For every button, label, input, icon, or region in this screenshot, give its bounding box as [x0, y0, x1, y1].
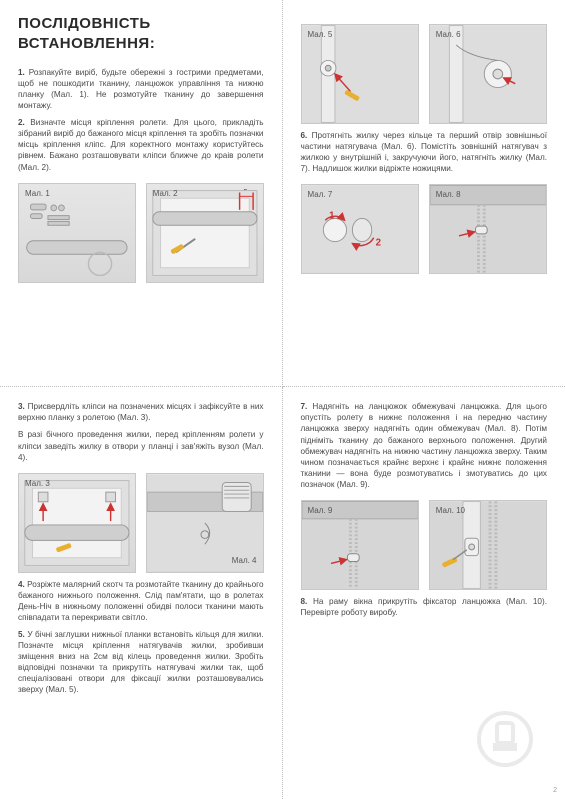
step-3a-text: Присвердліть кліпси на позначених місцях… — [18, 402, 264, 422]
figure-6: Мал. 6 — [429, 24, 547, 124]
figure-3: Мал. 3 — [18, 473, 136, 573]
step-7: 7. Надягніть на ланцюжок обмежувачі ланц… — [301, 401, 548, 490]
step-2-text: Визначте місця кріплення ролети. Для цьо… — [18, 118, 264, 171]
fig-row-1-2: Мал. 1 Мал. 2 ~5см — [18, 183, 264, 283]
step-6: 6. Протягніть жилку через кільце та перш… — [301, 130, 548, 174]
quadrant-bottom-right: 7. Надягніть на ланцюжок обмежувачі ланц… — [283, 387, 565, 799]
step-7-text: Надягніть на ланцюжок обмежувачі ланцюжк… — [301, 402, 548, 488]
quadrant-top-left: ПОСЛІДОВНІСТЬ ВСТАНОВЛЕННЯ: 1. Розпакуйт… — [0, 0, 283, 387]
fig-row-5-6: Мал. 5 Мал. 6 — [301, 24, 548, 124]
figure-5: Мал. 5 — [301, 24, 419, 124]
quadrant-top-right: Мал. 5 Мал. 6 6. Протягніть — [283, 0, 565, 387]
step-3b: В разі бічного проведення жилки, перед к… — [18, 429, 264, 462]
figure-10-label: Мал. 10 — [433, 504, 468, 518]
step-3a: 3. Присвердліть кліпси на позначених міс… — [18, 401, 264, 423]
figure-2: Мал. 2 ~5см — [146, 183, 264, 283]
figure-8: Мал. 8 — [429, 184, 547, 274]
quadrant-bottom-left: 3. Присвердліть кліпси на позначених міс… — [0, 387, 283, 799]
fig-row-3-4: Мал. 3 Мал. 4 — [18, 473, 264, 573]
step-6-text: Протягніть жилку через кільце та перший … — [301, 131, 548, 173]
figure-1: Мал. 1 — [18, 183, 136, 283]
step-3b-text: В разі бічного проведення жилки, перед к… — [18, 430, 264, 461]
fig-row-9-10: Мал. 9 Мал. 10 — [301, 500, 548, 590]
step-2: 2. Визначте місця кріплення ролети. Для … — [18, 117, 264, 172]
figure-3-label: Мал. 3 — [22, 477, 53, 491]
figure-8-label: Мал. 8 — [433, 188, 464, 202]
figure-6-label: Мал. 6 — [433, 28, 464, 42]
step-1: 1. Розпакуйте виріб, будьте обережні з г… — [18, 67, 264, 111]
figure-1-label: Мал. 1 — [22, 187, 53, 201]
page-title: ПОСЛІДОВНІСТЬ ВСТАНОВЛЕННЯ: — [18, 14, 264, 53]
step-4-text: Розріжте малярний скотч та розмотайте тк… — [18, 580, 264, 622]
figure-9-label: Мал. 9 — [305, 504, 336, 518]
figure-5-label: Мал. 5 — [305, 28, 336, 42]
figure-7-label: Мал. 7 — [305, 188, 336, 202]
figure-9: Мал. 9 — [301, 500, 419, 590]
step-5: 5. У бічні заглушки нижньої планки встан… — [18, 629, 264, 695]
page-number: 2 — [553, 786, 557, 795]
step-5-text: У бічні заглушки нижньої планки встанові… — [18, 630, 264, 694]
figure-4-label: Мал. 4 — [229, 554, 260, 568]
watermark-icon — [475, 709, 535, 769]
step-1-text: Розпакуйте виріб, будьте обережні з гост… — [18, 68, 264, 110]
figure-7: Мал. 7 1 2 — [301, 184, 419, 274]
figure-10: Мал. 10 — [429, 500, 547, 590]
step-8: 8. На раму вікна прикрутіть фіксатор лан… — [301, 596, 548, 618]
step-4: 4. Розріжте малярний скотч та розмотайте… — [18, 579, 264, 623]
fig-row-7-8: Мал. 7 1 2 Мал. 8 — [301, 184, 548, 274]
figure-2-label: Мал. 2 — [150, 187, 181, 201]
step-8-text: На раму вікна прикрутіть фіксатор ланцюж… — [301, 597, 548, 617]
svg-text:2: 2 — [375, 238, 380, 249]
figure-4: Мал. 4 — [146, 473, 264, 573]
